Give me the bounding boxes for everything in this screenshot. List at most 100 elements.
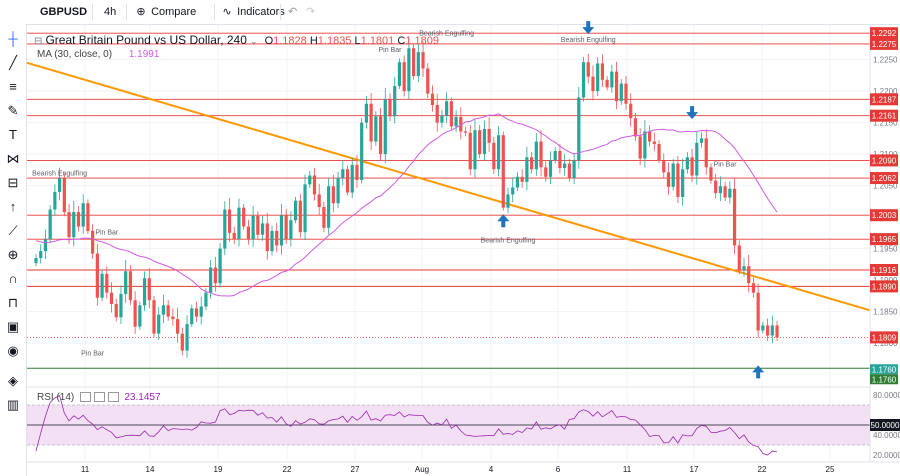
- current-price-label: 1.1809: [872, 333, 897, 342]
- level-badge: [870, 27, 898, 40]
- candle-body: [449, 101, 453, 127]
- pattern-icon[interactable]: ⋈: [6, 151, 20, 166]
- candles: [34, 38, 779, 358]
- candle-body: [591, 76, 595, 92]
- candle-body: [294, 200, 298, 221]
- candle-body: [327, 186, 331, 228]
- layers-icon[interactable]: ◈: [8, 373, 18, 388]
- candle-body: [341, 169, 345, 179]
- rsi-settings-icon[interactable]: [93, 392, 105, 403]
- legend-h: H1.1835: [309, 35, 352, 47]
- grid: [27, 25, 870, 460]
- symbol-search-button[interactable]: GBPUSD: [40, 6, 88, 18]
- crosshair-icon[interactable]: ┼: [8, 31, 18, 46]
- level-label: 1.2161: [872, 112, 897, 121]
- candle-body: [662, 160, 666, 173]
- time-tick-label: 11: [81, 465, 90, 474]
- magnet-icon[interactable]: ∩: [8, 271, 18, 286]
- price-axis[interactable]: 1.22501.22001.21501.21001.20501.19501.19…: [870, 27, 900, 460]
- compare-button[interactable]: ⊕ Compare: [134, 0, 196, 24]
- candle-body: [624, 83, 628, 104]
- level-badge: [870, 37, 898, 50]
- candle-body: [72, 212, 76, 238]
- candle-body: [284, 215, 288, 240]
- candle-body: [43, 239, 48, 252]
- candle-body: [62, 178, 66, 213]
- time-axis[interactable]: 11 14 19 22 27 Aug 4 6 11 17 22 25: [81, 465, 835, 474]
- arrow-cursor-icon[interactable]: ↑: [9, 199, 17, 214]
- ma-legend[interactable]: MA (30, close, 0) 1.1991: [37, 49, 159, 60]
- candle-body: [279, 215, 284, 246]
- lock-drawings-icon[interactable]: ⊓: [7, 295, 19, 310]
- rsi-legend[interactable]: RSI (14) 23.1457: [37, 392, 161, 403]
- level-badge: [870, 93, 898, 106]
- ruler-icon[interactable]: ⟋: [8, 223, 18, 238]
- candle-body: [114, 304, 118, 318]
- candle-body: [407, 48, 411, 92]
- candle-body: [194, 308, 199, 317]
- rsi-close-icon[interactable]: [107, 392, 119, 403]
- price-tick-label: 1.1950: [873, 245, 898, 254]
- candle-body: [345, 169, 350, 193]
- level-label: 1.2275: [872, 40, 897, 49]
- pattern-annotation: Bearish Engulfing: [481, 237, 536, 244]
- candle-body: [218, 248, 222, 284]
- interval-button[interactable]: 4h: [104, 6, 117, 18]
- candle-body: [86, 203, 90, 231]
- candle-body: [48, 209, 52, 240]
- trendline[interactable]: [26, 61, 871, 312]
- candle-body: [685, 157, 689, 170]
- candle-body: [581, 62, 586, 98]
- brush-icon[interactable]: ✎: [7, 103, 19, 118]
- candle-body: [289, 220, 293, 240]
- candle-body: [619, 83, 623, 102]
- forecast-icon[interactable]: ⊟: [7, 175, 19, 190]
- candle-body: [553, 150, 557, 161]
- candle-body: [109, 292, 114, 305]
- candle-body: [496, 135, 501, 170]
- undo-icon[interactable]: ↶: [288, 6, 298, 18]
- arrow-up-icon: [752, 365, 765, 379]
- level-badge: [870, 280, 898, 293]
- current-price-badge: [870, 331, 898, 344]
- candle-body: [426, 68, 430, 94]
- rsi-eye-icon[interactable]: [80, 392, 92, 403]
- candle-body: [91, 230, 95, 254]
- zoom-icon[interactable]: ⊕: [7, 247, 19, 262]
- candle-body: [256, 215, 260, 235]
- trendline-icon[interactable]: ╱: [9, 55, 17, 70]
- candle-body: [232, 232, 236, 240]
- collapse-legend-icon[interactable]: ⊟: [34, 36, 43, 47]
- candle-body: [430, 93, 435, 105]
- level-badge: [870, 109, 898, 122]
- trash-icon[interactable]: ▥: [6, 397, 20, 412]
- lock-icon[interactable]: ▣: [6, 319, 20, 334]
- candle-body: [383, 99, 387, 155]
- eye-icon[interactable]: ◉: [7, 343, 19, 358]
- candle-body: [322, 207, 326, 228]
- candle-body: [515, 176, 520, 188]
- candle-body: [67, 212, 71, 238]
- rsi-tick-label: 40.0000: [873, 431, 900, 440]
- candle-body: [534, 141, 538, 170]
- candle-body: [610, 71, 614, 88]
- candle-body: [577, 97, 581, 161]
- candle-body: [227, 209, 232, 233]
- candle-body: [308, 175, 312, 185]
- candle-body: [251, 215, 255, 240]
- fib-icon[interactable]: ≡: [9, 79, 17, 94]
- candle-body: [463, 131, 468, 133]
- rsi-tick-label: 80.0000: [873, 391, 900, 400]
- candle-body: [544, 167, 548, 177]
- legend-settings-icon[interactable]: ⌄: [249, 36, 258, 46]
- text-icon[interactable]: T: [9, 127, 17, 142]
- price-tick-label: 1.2150: [873, 119, 898, 128]
- candle-body: [747, 266, 751, 284]
- time-tick-label: 19: [214, 465, 223, 474]
- candle-body: [421, 52, 425, 69]
- redo-icon[interactable]: ↷: [306, 6, 316, 18]
- indicators-button[interactable]: ∿ Indicators: [220, 0, 284, 24]
- arrow-up-icon: [497, 214, 510, 228]
- candle-body: [770, 325, 774, 336]
